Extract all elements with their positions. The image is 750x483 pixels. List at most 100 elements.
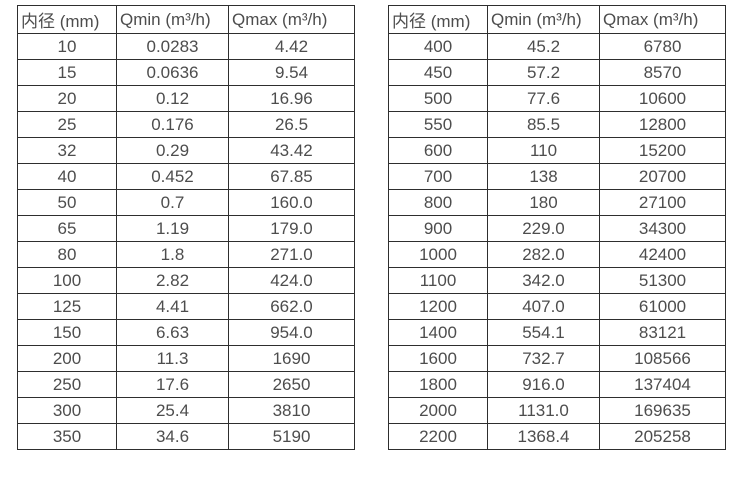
cell-inner-diameter: 125 (17, 293, 117, 320)
table-row: 1400 554.1 83121 (388, 319, 726, 346)
cell-qmin: 0.452 (116, 163, 229, 190)
table-row: 1000 282.0 42400 (388, 241, 726, 268)
cell-inner-diameter: 80 (17, 241, 117, 268)
table-row: 25 0.176 26.5 (17, 111, 355, 138)
cell-qmin: 180 (487, 189, 600, 216)
table-body-right: 400 45.2 6780 450 57.2 8570 500 77.6 10600 550 85.… (388, 33, 726, 450)
cell-qmin: 25.4 (116, 397, 229, 424)
cell-qmax: 42400 (599, 241, 726, 268)
cell-inner-diameter: 2000 (388, 397, 488, 424)
cell-qmin: 57.2 (487, 59, 600, 86)
cell-qmax: 3810 (228, 397, 355, 424)
cell-qmin: 916.0 (487, 371, 600, 398)
cell-qmin: 4.41 (116, 293, 229, 320)
table-row: 80 1.8 271.0 (17, 241, 355, 268)
cell-qmax: 83121 (599, 319, 726, 346)
cell-qmin: 342.0 (487, 267, 600, 294)
cell-qmin: 732.7 (487, 345, 600, 372)
cell-inner-diameter: 800 (388, 189, 488, 216)
cell-qmax: 9.54 (228, 59, 355, 86)
cell-inner-diameter: 700 (388, 163, 488, 190)
table-row: 450 57.2 8570 (388, 59, 726, 86)
cell-qmax: 12800 (599, 111, 726, 138)
cell-qmax: 6780 (599, 33, 726, 60)
cell-qmax: 954.0 (228, 319, 355, 346)
cell-inner-diameter: 1600 (388, 345, 488, 372)
cell-qmax: 662.0 (228, 293, 355, 320)
cell-qmin: 34.6 (116, 423, 229, 450)
cell-qmin: 110 (487, 137, 600, 164)
cell-inner-diameter: 900 (388, 215, 488, 242)
cell-qmax: 424.0 (228, 267, 355, 294)
cell-inner-diameter: 450 (388, 59, 488, 86)
cell-qmax: 34300 (599, 215, 726, 242)
flow-rate-table-left: 内径 (mm) Qmin (m³/h) Qmax (m³/h) 10 0.0283… (17, 5, 355, 450)
table-row: 20 0.12 16.96 (17, 85, 355, 112)
table-row: 350 34.6 5190 (17, 423, 355, 450)
cell-inner-diameter: 1800 (388, 371, 488, 398)
cell-inner-diameter: 1400 (388, 319, 488, 346)
cell-qmin: 554.1 (487, 319, 600, 346)
cell-qmin: 17.6 (116, 371, 229, 398)
table-row: 800 180 27100 (388, 189, 726, 216)
table-row: 40 0.452 67.85 (17, 163, 355, 190)
flow-rate-tables-page: 内径 (mm) Qmin (m³/h) Qmax (m³/h) 10 0.0283… (17, 5, 726, 450)
cell-qmin: 2.82 (116, 267, 229, 294)
cell-qmax: 61000 (599, 293, 726, 320)
header-qmin: Qmin (m³/h) (487, 5, 600, 34)
header-qmin: Qmin (m³/h) (116, 5, 229, 34)
cell-inner-diameter: 1000 (388, 241, 488, 268)
table-row: 50 0.7 160.0 (17, 189, 355, 216)
cell-inner-diameter: 65 (17, 215, 117, 242)
cell-inner-diameter: 2200 (388, 423, 488, 450)
cell-qmax: 8570 (599, 59, 726, 86)
cell-inner-diameter: 550 (388, 111, 488, 138)
table-row: 125 4.41 662.0 (17, 293, 355, 320)
flow-rate-table-right: 内径 (mm) Qmin (m³/h) Qmax (m³/h) 400 45.2 6… (388, 5, 726, 450)
cell-qmin: 282.0 (487, 241, 600, 268)
cell-inner-diameter: 10 (17, 33, 117, 60)
cell-qmax: 160.0 (228, 189, 355, 216)
cell-qmax: 10600 (599, 85, 726, 112)
cell-inner-diameter: 100 (17, 267, 117, 294)
cell-qmax: 16.96 (228, 85, 355, 112)
cell-inner-diameter: 150 (17, 319, 117, 346)
table-row: 2200 1368.4 205258 (388, 423, 726, 450)
cell-inner-diameter: 32 (17, 137, 117, 164)
table-row: 500 77.6 10600 (388, 85, 726, 112)
cell-qmin: 1131.0 (487, 397, 600, 424)
cell-qmin: 77.6 (487, 85, 600, 112)
table-row: 600 110 15200 (388, 137, 726, 164)
table-header-row: 内径 (mm) Qmin (m³/h) Qmax (m³/h) (17, 5, 355, 34)
cell-inner-diameter: 1200 (388, 293, 488, 320)
cell-qmax: 271.0 (228, 241, 355, 268)
cell-inner-diameter: 200 (17, 345, 117, 372)
cell-inner-diameter: 300 (17, 397, 117, 424)
cell-qmax: 108566 (599, 345, 726, 372)
cell-inner-diameter: 40 (17, 163, 117, 190)
cell-qmax: 169635 (599, 397, 726, 424)
cell-inner-diameter: 600 (388, 137, 488, 164)
table-row: 32 0.29 43.42 (17, 137, 355, 164)
table-row: 700 138 20700 (388, 163, 726, 190)
table-row: 300 25.4 3810 (17, 397, 355, 424)
cell-qmax: 5190 (228, 423, 355, 450)
cell-qmax: 137404 (599, 371, 726, 398)
table-row: 150 6.63 954.0 (17, 319, 355, 346)
cell-qmin: 1.19 (116, 215, 229, 242)
cell-qmin: 229.0 (487, 215, 600, 242)
cell-qmax: 15200 (599, 137, 726, 164)
cell-inner-diameter: 50 (17, 189, 117, 216)
table-row: 900 229.0 34300 (388, 215, 726, 242)
table-row: 1600 732.7 108566 (388, 345, 726, 372)
table-row: 65 1.19 179.0 (17, 215, 355, 242)
cell-qmax: 27100 (599, 189, 726, 216)
cell-inner-diameter: 20 (17, 85, 117, 112)
header-qmax: Qmax (m³/h) (599, 5, 726, 34)
cell-qmin: 0.176 (116, 111, 229, 138)
cell-qmin: 1368.4 (487, 423, 600, 450)
cell-qmin: 45.2 (487, 33, 600, 60)
table-row: 1800 916.0 137404 (388, 371, 726, 398)
cell-qmin: 0.7 (116, 189, 229, 216)
table-row: 1200 407.0 61000 (388, 293, 726, 320)
